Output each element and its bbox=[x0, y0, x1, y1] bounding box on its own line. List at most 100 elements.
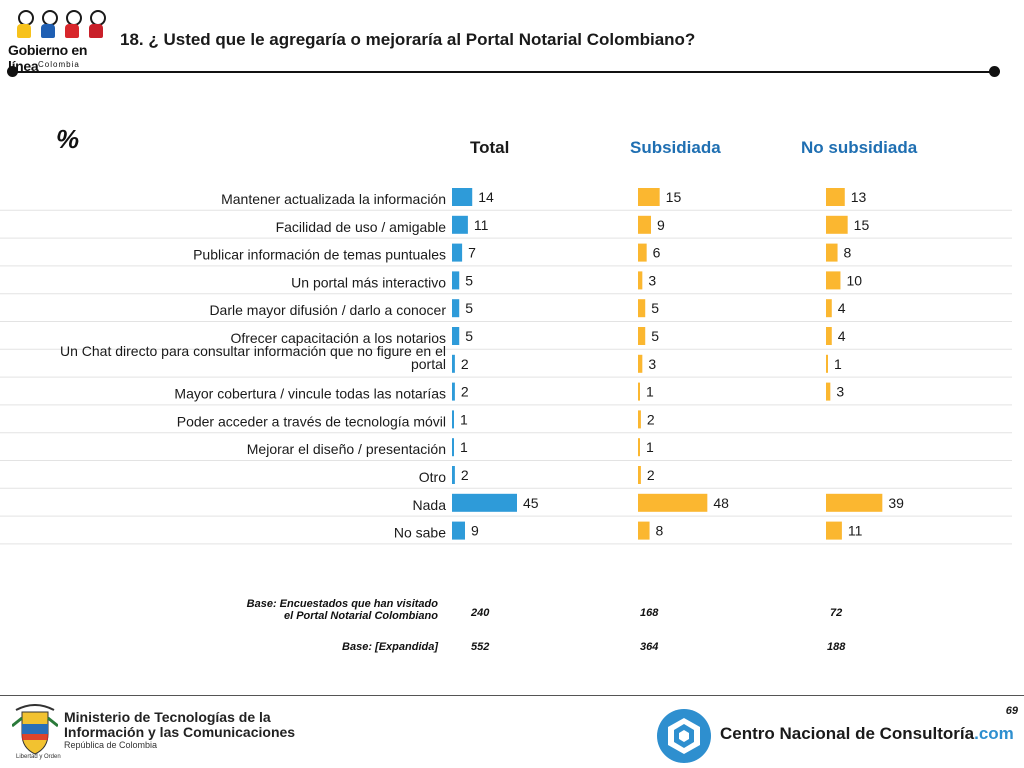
page-number: 69 bbox=[1005, 705, 1018, 717]
bar-value-label: 9 bbox=[657, 217, 665, 233]
colombia-coat-of-arms-icon bbox=[12, 704, 58, 755]
bar-subsidiada bbox=[638, 299, 646, 318]
bar-subsidiada bbox=[638, 521, 650, 540]
bar-total bbox=[452, 215, 468, 234]
base-expanded-subsidiada: 364 bbox=[640, 641, 659, 653]
category-label: Mantener actualizada la información bbox=[221, 191, 446, 207]
category-label: Nada bbox=[413, 497, 447, 513]
bar-total bbox=[452, 243, 463, 262]
bar-value-label: 4 bbox=[838, 300, 846, 316]
bar-value-label: 3 bbox=[648, 272, 656, 288]
bar-total bbox=[452, 410, 454, 429]
bar-subsidiada bbox=[638, 410, 641, 429]
bar-value-label: 2 bbox=[461, 356, 469, 372]
ministry-line1: Ministerio de Tecnologías de la bbox=[64, 709, 271, 725]
bar-total bbox=[452, 327, 460, 345]
gobierno-en-linea-logo: Gobierno en línea Colombia bbox=[8, 4, 108, 74]
column-header-no-subsidiada: No subsidiada bbox=[801, 138, 918, 157]
bar-value-label: 11 bbox=[474, 217, 489, 233]
bar-chart: Mantener actualizada la información 14 15 1… bbox=[0, 188, 1012, 545]
logo-figure-red-icon bbox=[62, 10, 82, 38]
cnc-name: Centro Nacional de Consultoría.com bbox=[720, 724, 1014, 744]
base-label-visitors-line1: Base: Encuestados que han visitado bbox=[246, 598, 438, 610]
bar-total bbox=[452, 493, 517, 512]
bar-subsidiada bbox=[638, 382, 640, 401]
category-label: Un Chat directo para consultar informaci… bbox=[60, 343, 446, 372]
bar-value-label: 15 bbox=[854, 217, 870, 233]
bar-value-label: 2 bbox=[647, 467, 655, 483]
cnc-name-main: Centro Nacional de Consultoría bbox=[720, 724, 975, 743]
slide-title: 18. ¿ Usted que le agregaría o mejoraría… bbox=[120, 30, 696, 49]
bar-value-label: 8 bbox=[656, 523, 664, 539]
bar-value-label: 5 bbox=[465, 328, 473, 344]
bar-subsidiada bbox=[638, 327, 646, 345]
bar-value-label: 7 bbox=[468, 245, 476, 261]
unit-label: % bbox=[56, 124, 80, 154]
bar-value-label: 10 bbox=[846, 272, 862, 288]
logo-sub-text: Colombia bbox=[38, 60, 80, 69]
bar-value-label: 2 bbox=[461, 384, 469, 400]
category-label: Mejorar el diseño / presentación bbox=[247, 441, 446, 457]
ministry-text: Ministerio de Tecnologías de la Informac… bbox=[64, 709, 295, 751]
bar-subsidiada bbox=[638, 438, 640, 457]
footer-rule bbox=[0, 695, 1024, 696]
bar-subsidiada bbox=[638, 493, 708, 512]
logo-brand-text: Gobierno en línea bbox=[8, 42, 88, 74]
bar-value-label: 39 bbox=[888, 495, 904, 511]
bar-no-subsidiada bbox=[826, 243, 838, 262]
bar-subsidiada bbox=[638, 271, 643, 290]
bar-no-subsidiada bbox=[826, 354, 828, 373]
cnc-name-domain: .com bbox=[974, 724, 1014, 743]
category-label: Publicar información de temas puntuales bbox=[193, 247, 446, 263]
base-expanded-no-subsidiada: 188 bbox=[827, 641, 846, 653]
category-label: Ofrecer capacitación a los notarios bbox=[230, 330, 446, 346]
bar-subsidiada bbox=[638, 243, 647, 262]
bar-value-label: 5 bbox=[651, 328, 659, 344]
base-label-expanded: Base: [Expandida] bbox=[342, 641, 438, 653]
bar-value-label: 45 bbox=[523, 495, 539, 511]
bar-value-label: 6 bbox=[653, 245, 661, 261]
bar-no-subsidiada bbox=[826, 271, 841, 290]
bar-value-label: 14 bbox=[478, 189, 494, 205]
base-value-no-subsidiada: 72 bbox=[830, 607, 843, 619]
bar-value-label: 5 bbox=[465, 272, 473, 288]
bar-subsidiada bbox=[638, 188, 660, 206]
ministry-line3: República de Colombia bbox=[64, 740, 158, 750]
bar-total bbox=[452, 299, 460, 318]
bar-total bbox=[452, 271, 460, 290]
bar-value-label: 15 bbox=[666, 189, 682, 205]
category-label: Facilidad de uso / amigable bbox=[276, 219, 447, 235]
base-label-visitors: Base: Encuestados que han visitado el Po… bbox=[190, 598, 438, 622]
cnc-logo-icon bbox=[657, 709, 711, 763]
bar-no-subsidiada bbox=[826, 521, 842, 540]
bar-value-label: 1 bbox=[646, 439, 654, 455]
bar-total bbox=[452, 438, 454, 457]
bar-no-subsidiada bbox=[826, 493, 883, 512]
category-label: Poder acceder a través de tecnología móv… bbox=[177, 413, 446, 429]
rule-left-dot bbox=[7, 66, 18, 77]
bar-total bbox=[452, 188, 473, 206]
base-value-total: 240 bbox=[471, 607, 490, 619]
base-value-subsidiada: 168 bbox=[640, 607, 659, 619]
bar-value-label: 1 bbox=[460, 411, 468, 427]
bar-no-subsidiada bbox=[826, 327, 832, 345]
bar-value-label: 4 bbox=[838, 328, 846, 344]
bar-value-label: 48 bbox=[713, 495, 729, 511]
bar-no-subsidiada bbox=[826, 188, 845, 206]
category-label: No sabe bbox=[394, 525, 446, 541]
bar-value-label: 5 bbox=[465, 300, 473, 316]
bar-total bbox=[452, 382, 455, 401]
bar-value-label: 2 bbox=[647, 411, 655, 427]
bar-no-subsidiada bbox=[826, 215, 848, 234]
bar-value-label: 8 bbox=[844, 245, 852, 261]
category-label: Darle mayor difusión / darlo a conocer bbox=[209, 302, 446, 318]
bar-value-label: 1 bbox=[646, 384, 654, 400]
base-expanded-total: 552 bbox=[471, 641, 490, 653]
bar-total bbox=[452, 466, 455, 484]
logo-figure-yellow-icon bbox=[14, 10, 34, 38]
logo-figure-blue-icon bbox=[38, 10, 58, 38]
bar-value-label: 11 bbox=[848, 523, 863, 539]
column-header-subsidiada: Subsidiada bbox=[630, 138, 721, 157]
bar-total bbox=[452, 521, 465, 540]
rule-right-dot bbox=[989, 66, 1000, 77]
